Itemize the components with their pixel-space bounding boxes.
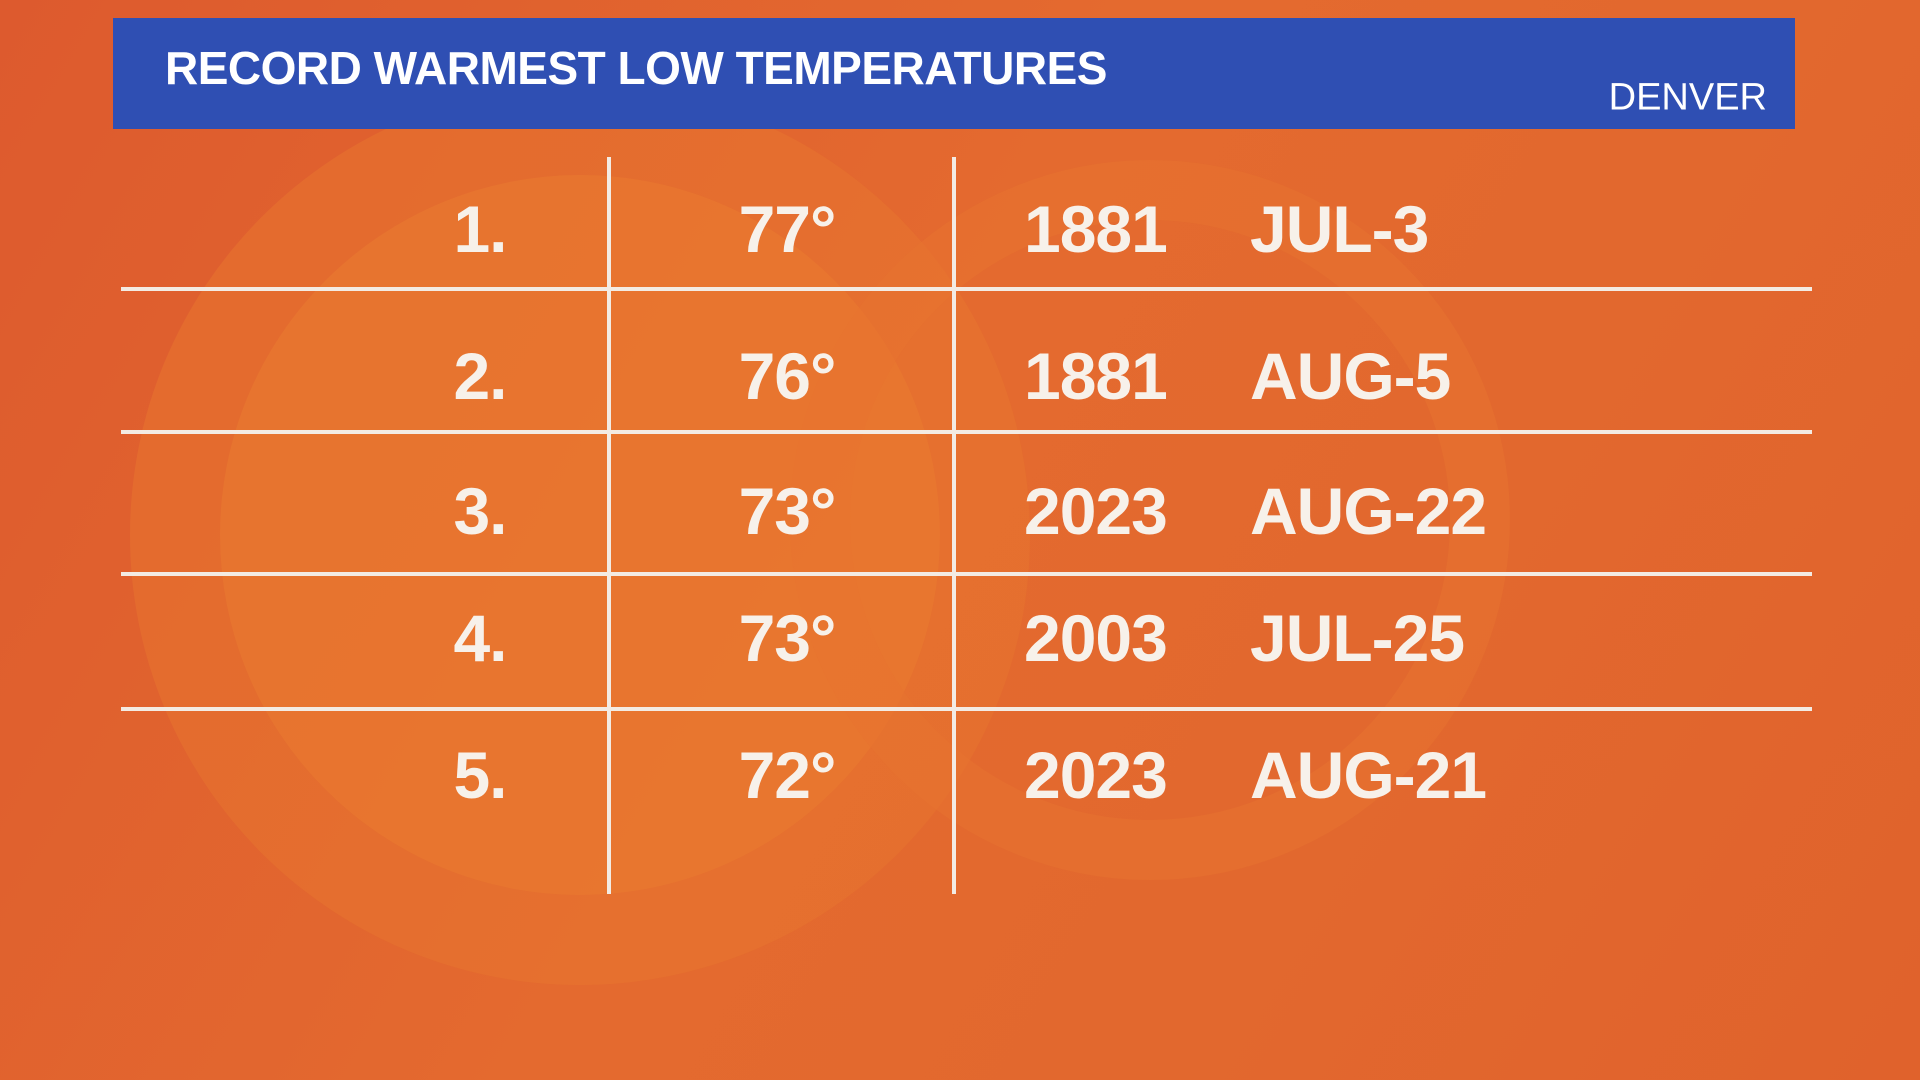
row-divider	[121, 287, 1812, 291]
row-divider	[121, 430, 1812, 434]
year: 2023	[1024, 474, 1168, 548]
year: 1881	[1024, 339, 1168, 413]
rank: 1.	[453, 192, 507, 266]
temperature: 76°	[738, 339, 837, 413]
temperature: 72°	[738, 738, 837, 812]
date: AUG-21	[1250, 738, 1487, 812]
rank: 5.	[453, 738, 507, 812]
column-divider	[952, 157, 956, 894]
title: RECORD WARMEST LOW TEMPERATURES	[165, 42, 1107, 94]
column-divider	[607, 157, 611, 894]
row-divider	[121, 707, 1812, 711]
date: AUG-5	[1250, 339, 1451, 413]
rank: 2.	[453, 339, 507, 413]
date: JUL-3	[1250, 192, 1429, 266]
temperature: 73°	[738, 601, 837, 675]
decor-ring	[790, 160, 1510, 880]
year: 2003	[1024, 601, 1168, 675]
year: 2023	[1024, 738, 1168, 812]
date: JUL-25	[1250, 601, 1465, 675]
year: 1881	[1024, 192, 1168, 266]
date: AUG-22	[1250, 474, 1487, 548]
temperature: 73°	[738, 474, 837, 548]
decor-circle	[220, 175, 940, 895]
rank: 3.	[453, 474, 507, 548]
rank: 4.	[453, 601, 507, 675]
row-divider	[121, 572, 1812, 576]
location: DENVER	[1608, 76, 1767, 119]
temperature: 77°	[738, 192, 837, 266]
header-bar: RECORD WARMEST LOW TEMPERATURES DENVER	[113, 18, 1795, 129]
